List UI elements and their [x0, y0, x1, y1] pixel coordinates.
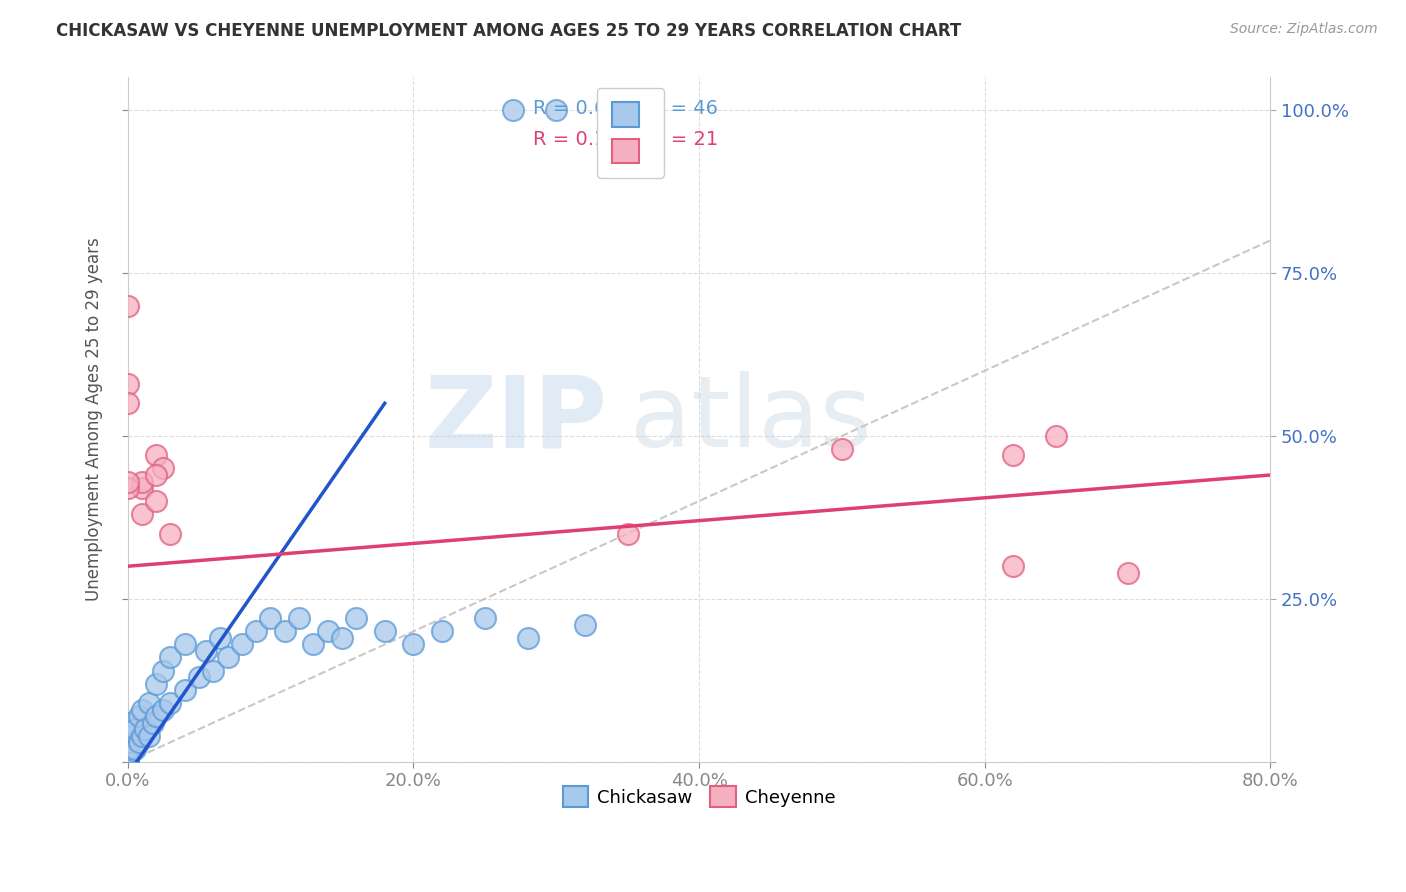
Y-axis label: Unemployment Among Ages 25 to 29 years: Unemployment Among Ages 25 to 29 years — [86, 238, 103, 601]
Point — [159, 696, 181, 710]
Point — [145, 494, 167, 508]
Point — [1116, 566, 1139, 580]
Text: ZIP: ZIP — [425, 371, 607, 468]
Point — [330, 631, 353, 645]
Point — [546, 103, 568, 117]
Point — [302, 637, 325, 651]
Text: CHICKASAW VS CHEYENNE UNEMPLOYMENT AMONG AGES 25 TO 29 YEARS CORRELATION CHART: CHICKASAW VS CHEYENNE UNEMPLOYMENT AMONG… — [56, 22, 962, 40]
Point — [831, 442, 853, 456]
Point — [117, 729, 139, 743]
Point — [142, 715, 165, 730]
Point — [209, 631, 232, 645]
Point — [159, 526, 181, 541]
Point — [159, 650, 181, 665]
Point — [145, 676, 167, 690]
Point — [374, 624, 396, 639]
Point — [138, 729, 160, 743]
Point — [117, 481, 139, 495]
Point — [402, 637, 425, 651]
Point — [117, 735, 139, 749]
Point — [195, 644, 218, 658]
Text: R = 0.158   N = 21: R = 0.158 N = 21 — [533, 129, 718, 149]
Point — [117, 376, 139, 391]
Point — [117, 299, 139, 313]
Point — [124, 722, 146, 736]
Point — [131, 481, 153, 495]
Point — [134, 722, 156, 736]
Point — [117, 751, 139, 765]
Point — [231, 637, 253, 651]
Point — [259, 611, 281, 625]
Text: R = 0.601   N = 46: R = 0.601 N = 46 — [533, 99, 718, 118]
Point — [145, 468, 167, 483]
Point — [288, 611, 311, 625]
Point — [117, 396, 139, 410]
Point — [217, 650, 239, 665]
Point — [145, 449, 167, 463]
Point — [131, 729, 153, 743]
Point — [117, 748, 139, 763]
Point — [574, 618, 596, 632]
Point — [117, 741, 139, 756]
Point — [117, 715, 139, 730]
Point — [152, 703, 174, 717]
Point — [202, 664, 225, 678]
Point — [516, 631, 538, 645]
Point — [128, 735, 150, 749]
Point — [152, 461, 174, 475]
Point — [117, 475, 139, 489]
Point — [1002, 449, 1025, 463]
Point — [616, 526, 638, 541]
Point — [131, 703, 153, 717]
Point — [128, 709, 150, 723]
Point — [474, 611, 496, 625]
Point — [316, 624, 339, 639]
Point — [344, 611, 367, 625]
Point — [131, 507, 153, 521]
Text: Source: ZipAtlas.com: Source: ZipAtlas.com — [1230, 22, 1378, 37]
Point — [1045, 429, 1067, 443]
Point — [245, 624, 267, 639]
Point — [131, 475, 153, 489]
Point — [138, 696, 160, 710]
Point — [124, 741, 146, 756]
Point — [430, 624, 453, 639]
Point — [188, 670, 211, 684]
Point — [173, 683, 195, 698]
Point — [502, 103, 524, 117]
Point — [117, 745, 139, 759]
Point — [1002, 559, 1025, 574]
Legend: Chickasaw, Cheyenne: Chickasaw, Cheyenne — [555, 779, 842, 814]
Point — [145, 709, 167, 723]
Point — [274, 624, 297, 639]
Point — [152, 664, 174, 678]
Point — [173, 637, 195, 651]
Text: atlas: atlas — [630, 371, 872, 468]
Point — [117, 755, 139, 769]
